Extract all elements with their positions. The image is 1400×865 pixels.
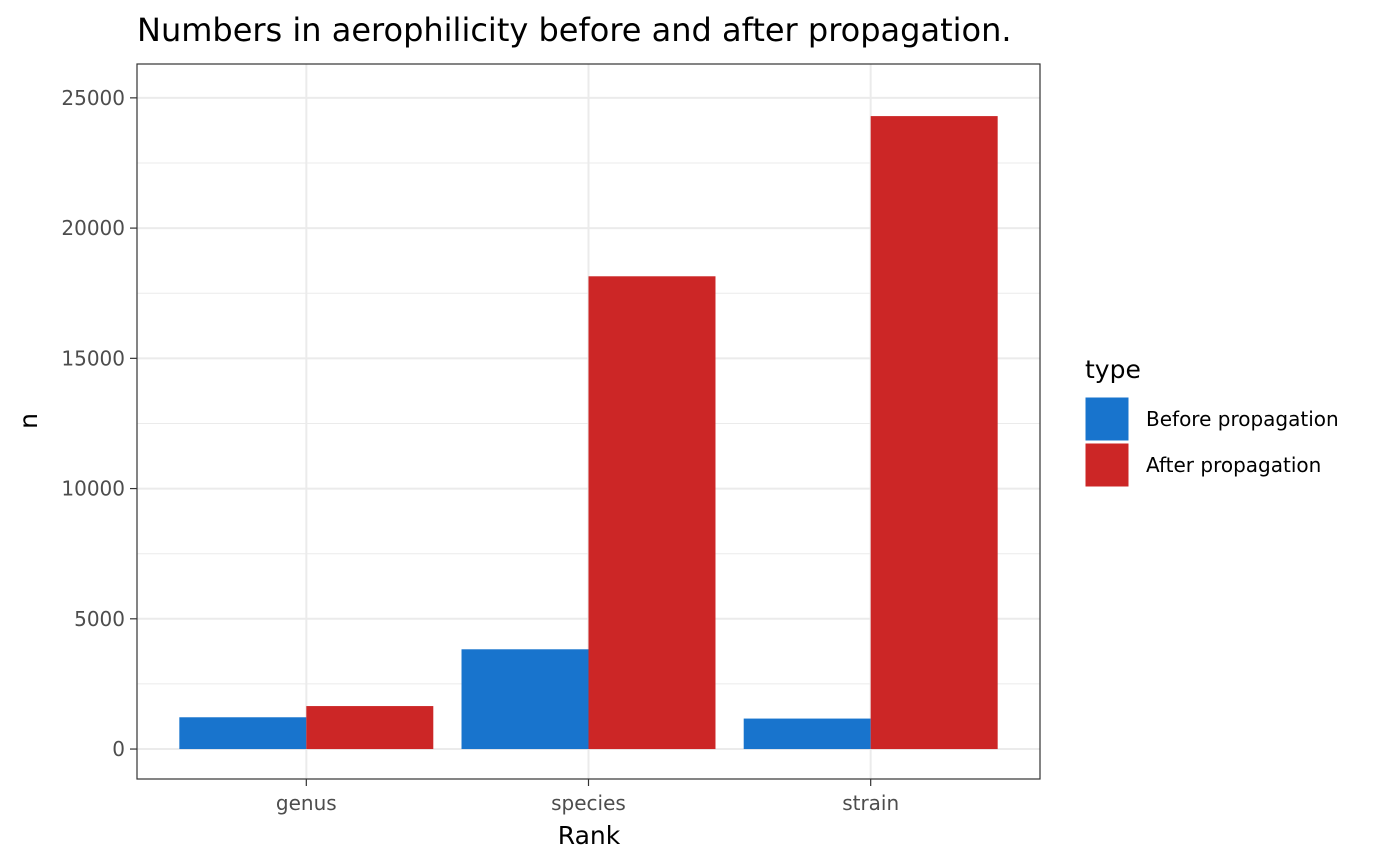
x-tick-label: strain	[842, 791, 899, 815]
x-tick-label: species	[551, 791, 626, 815]
legend-key-after	[1084, 442, 1130, 488]
bar-strain-after	[870, 116, 998, 750]
y-axis: 0 5000 10000 15000 20000 25000	[61, 86, 137, 761]
x-tick-label: genus	[276, 791, 337, 815]
y-tick-label: 0	[112, 737, 125, 761]
chart-title: Numbers in aerophilicity before and afte…	[137, 11, 1012, 49]
y-tick-label: 25000	[61, 86, 125, 110]
legend-label: Before propagation	[1146, 407, 1339, 431]
legend-title: type	[1085, 355, 1141, 384]
y-tick-label: 15000	[61, 346, 125, 370]
bar-strain-before	[743, 718, 871, 750]
x-axis-title: Rank	[558, 821, 621, 850]
bar-species-after	[588, 276, 716, 750]
bar-species-before	[461, 649, 589, 750]
y-tick-label: 10000	[61, 477, 125, 501]
y-tick-label: 5000	[74, 607, 125, 631]
legend: type Before propagation After propagation	[1084, 355, 1339, 488]
y-axis-title: n	[14, 413, 43, 429]
bar-genus-before	[179, 717, 307, 750]
legend-label: After propagation	[1146, 453, 1321, 477]
x-axis: genus species strain	[276, 779, 899, 815]
bar-genus-after	[306, 706, 434, 750]
y-tick-label: 20000	[61, 216, 125, 240]
bars	[179, 116, 998, 750]
legend-key-before	[1084, 396, 1130, 442]
